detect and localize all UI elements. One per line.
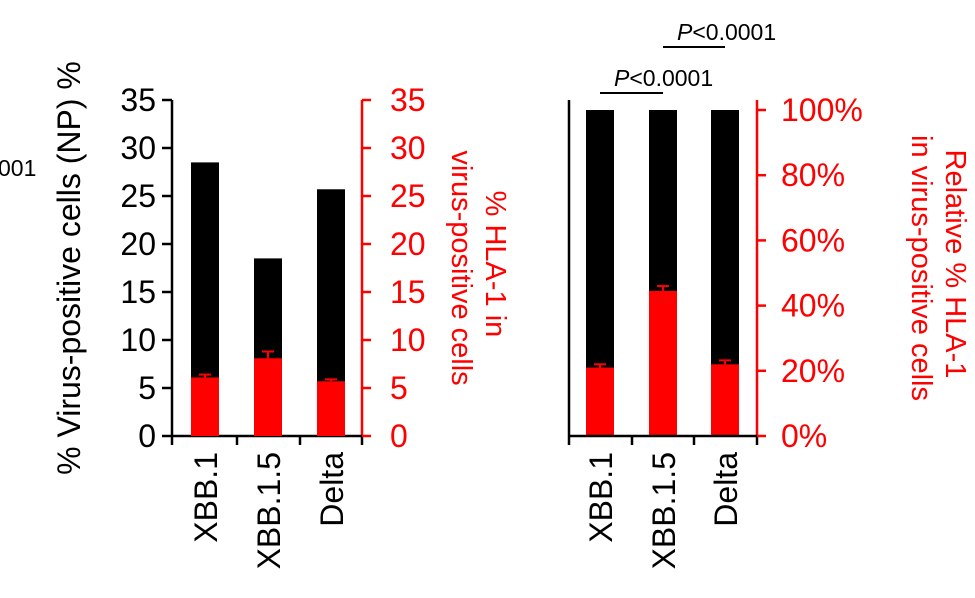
left-x-ticks (170, 436, 364, 445)
bar-hla-Delta (317, 381, 345, 436)
left-y2-tick-label: 35 (390, 82, 426, 118)
left-y-ticks (162, 98, 172, 438)
right-bars (586, 110, 739, 436)
right-y-axis-title: Relative % HLA-1 in virus-positive cells (905, 135, 971, 401)
right-y-ticks (757, 108, 766, 438)
left-y2-title-line-2: virus-positive cells (445, 150, 477, 385)
left-y-tick-label: 5 (138, 370, 156, 406)
left-bars (191, 162, 345, 436)
left-y2-title-line-1: % HLA-1 in (479, 191, 511, 338)
left-y-tick-label: 30 (120, 130, 156, 166)
left-x-tick-labels: XBB.1 XBB.1.5 Delta (188, 452, 350, 570)
bar-hla-XBB.1 (191, 377, 219, 436)
right-y-tick-label: 0% (781, 418, 827, 454)
left-y-tick-label: 25 (120, 178, 156, 214)
left-x-tick-label: XBB.1.5 (251, 452, 287, 569)
left-y-axis-title: % Virus-positive cells (NP) % (51, 61, 87, 475)
left-y2-tick-label: 10 (390, 322, 426, 358)
p-value: <0.0001 (629, 65, 713, 91)
right-x-ticks (567, 436, 759, 445)
p-symbol: P (614, 65, 630, 91)
left-y-tick-label: 10 (120, 322, 156, 358)
left-y2-axis-title: % HLA-1 in virus-positive cells (445, 150, 511, 385)
bar-relative-hla-XBB.1 (586, 367, 614, 436)
bar-hla-XBB.1.5 (254, 358, 282, 436)
left-y-tick-label: 0 (138, 418, 156, 454)
right-y-tick-label: 80% (781, 157, 845, 193)
right-x-tick-label: Delta (708, 452, 744, 527)
left-y-tick-label: 20 (120, 226, 156, 262)
left-y2-tick-label: 5 (390, 370, 408, 406)
left-y2-tick-label: 15 (390, 274, 426, 310)
chart-left: % Virus-positive cells (NP) % 0 5 10 15 20 25… (51, 61, 511, 569)
left-y2-tick-label: 0 (390, 418, 408, 454)
left-y2-tick-label: 20 (390, 226, 426, 262)
chart-right: XBB.1 XBB.1.5 Delta 0%20%40%60%80%100% P<0… (567, 19, 971, 570)
right-y-tick-label: 60% (781, 222, 845, 258)
left-y-tick-label: 35 (120, 82, 156, 118)
left-x-tick-label: XBB.1 (188, 452, 224, 543)
bar-relative-hla-XBB.1.5 (649, 290, 677, 436)
right-y-tick-label: 100% (781, 92, 863, 128)
left-y-tick-labels: 0 5 10 15 20 25 30 35 (120, 82, 156, 454)
right-y-tick-label: 20% (781, 353, 845, 389)
right-y-title-line-2: in virus-positive cells (905, 135, 937, 401)
clipped-left-label: 001 (0, 155, 36, 181)
bar-relative-hla-Delta (711, 364, 739, 436)
right-x-tick-label: XBB.1.5 (646, 452, 682, 569)
left-y2-ticks (362, 98, 371, 438)
right-y-tick-labels: 0% 20% 40% 60% 80% 100% (781, 92, 863, 454)
p-value: <0.0001 (692, 19, 776, 45)
left-y2-tick-label: 30 (390, 130, 426, 166)
right-y-title-line-1: Relative % HLA-1 (939, 150, 971, 379)
significance-label: P<0.0001 (614, 65, 713, 91)
right-y-tick-label: 40% (781, 288, 845, 324)
right-x-tick-labels: XBB.1 XBB.1.5 Delta (583, 452, 744, 570)
left-y-tick-label: 15 (120, 274, 156, 310)
significance-label: P<0.0001 (677, 19, 776, 45)
left-y2-tick-labels: 0 5 10 15 20 25 30 35 (390, 82, 426, 454)
left-y2-tick-label: 25 (390, 178, 426, 214)
p-symbol: P (677, 19, 693, 45)
right-x-tick-label: XBB.1 (583, 452, 619, 543)
left-x-tick-label: Delta (314, 452, 350, 527)
